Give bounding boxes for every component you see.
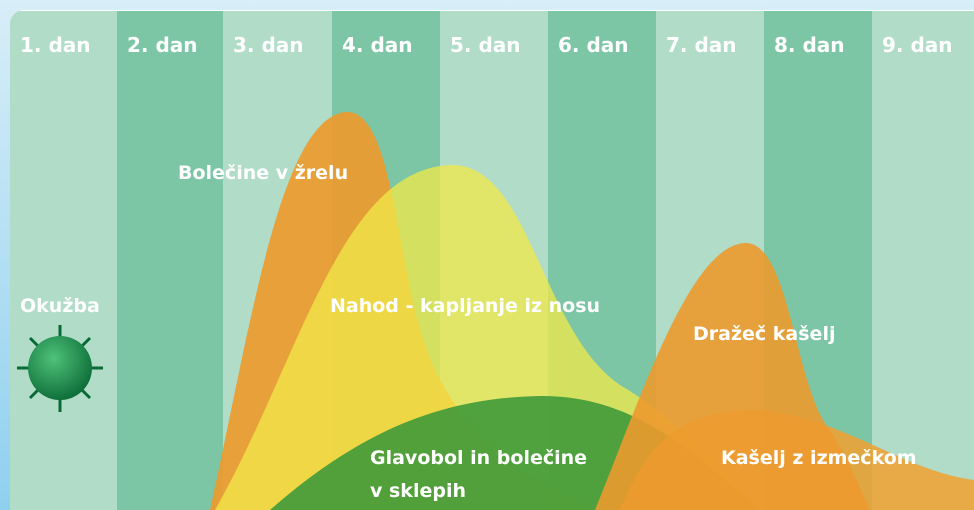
day-label: 7. dan xyxy=(666,33,737,57)
day-label: 6. dan xyxy=(558,33,629,57)
day-label: 4. dan xyxy=(342,33,413,57)
panel: 1. dan 2. dan 3. dan 4. dan 5. dan 6. dan 7. d… xyxy=(10,10,974,510)
infection-label: Okužba xyxy=(20,295,100,317)
symptom-label: v sklepih xyxy=(370,480,466,502)
symptom-label: Kašelj z izmečkom xyxy=(721,447,917,469)
day-label: 5. dan xyxy=(450,33,521,57)
symptom-label: Dražeč kašelj xyxy=(693,323,835,345)
day-label: 2. dan xyxy=(127,33,198,57)
symptom-label: Glavobol in bolečine xyxy=(370,447,587,469)
day-column xyxy=(117,10,223,510)
day-label: 8. dan xyxy=(774,33,845,57)
diagram: 1. dan 2. dan 3. dan 4. dan 5. dan 6. dan 7. d… xyxy=(0,0,974,510)
symptom-label: Bolečine v žrelu xyxy=(178,162,348,184)
day-column xyxy=(872,10,974,510)
day-label: 9. dan xyxy=(882,33,953,57)
day-label: 3. dan xyxy=(233,33,304,57)
page: 1. dan 2. dan 3. dan 4. dan 5. dan 6. dan 7. d… xyxy=(0,0,974,510)
day-label: 1. dan xyxy=(20,33,91,57)
day-column xyxy=(10,10,117,510)
symptom-label: Nahod - kapljanje iz nosu xyxy=(330,295,600,317)
